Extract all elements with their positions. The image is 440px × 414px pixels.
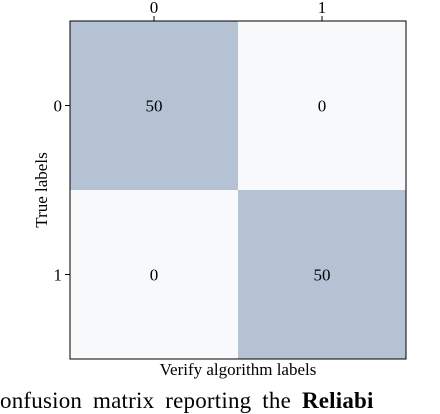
figure-caption: onfusion matrix reporting the Reliabi	[0, 387, 374, 414]
caption-bold-text: Reliabi	[301, 388, 374, 413]
y-tick-label-0: 0	[54, 97, 63, 116]
matrix-cell-r1-c1	[238, 190, 406, 359]
matrix-cells	[70, 21, 406, 359]
matrix-cell-r1-c0	[70, 190, 238, 359]
confusion-matrix-chart: 50 0 0 50 0 1 0 1 Verify algorithm labels True…	[32, 0, 407, 379]
x-tick-label-1: 1	[318, 0, 327, 17]
axis-ticks: 0 1 0 1	[54, 0, 327, 285]
cell-value-r1-c0: 0	[150, 266, 159, 285]
plot-frame	[69, 20, 407, 360]
cell-value-r1-c1: 50	[314, 266, 331, 285]
caption-text: onfusion matrix reporting the	[0, 388, 291, 413]
matrix-cell-r0-c0	[70, 21, 238, 190]
cell-value-r0-c0: 50	[146, 97, 163, 116]
matrix-cell-r0-c1	[238, 21, 406, 190]
x-tick-label-0: 0	[150, 0, 159, 17]
y-axis-label: True labels	[32, 152, 51, 227]
y-tick-label-1: 1	[54, 266, 63, 285]
x-axis-label: Verify algorithm labels	[160, 360, 317, 379]
cell-value-r0-c1: 0	[318, 97, 327, 116]
cell-value-labels: 50 0 0 50	[146, 97, 331, 285]
